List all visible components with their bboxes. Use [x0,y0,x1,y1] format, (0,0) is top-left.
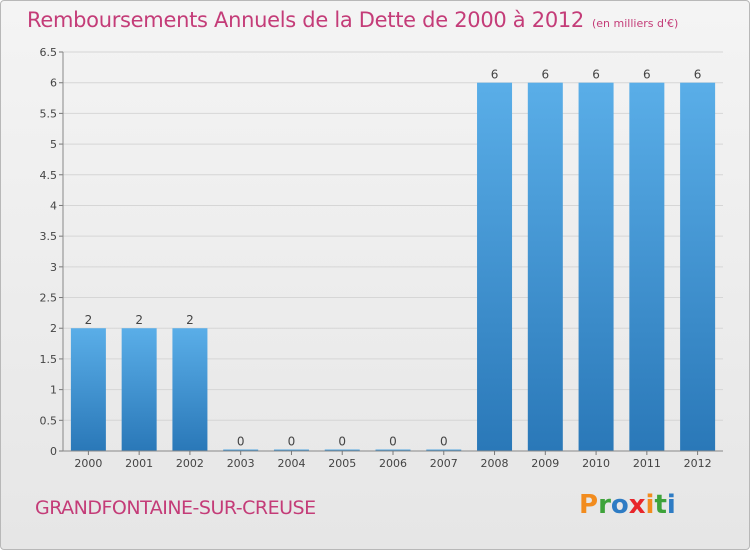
logo-letter: o [610,490,629,520]
value-label: 0 [338,435,346,449]
x-tick-label: 2001 [125,457,153,470]
y-tick-label: 0.5 [40,414,58,427]
y-tick-label: 1.5 [40,353,58,366]
proxiti-logo[interactable]: Proxiti [579,490,676,520]
y-tick-label: 6.5 [40,46,58,59]
bar-2003[interactable] [223,449,259,452]
bar-2010[interactable] [578,82,614,451]
x-tick-label: 2004 [277,457,305,470]
x-tick-label: 2011 [633,457,661,470]
y-tick-label: 5 [50,138,57,151]
logo-letter: i [645,490,655,520]
x-tick-label: 2003 [227,457,255,470]
x-tick-label: 2010 [582,457,610,470]
value-label: 2 [186,313,194,327]
value-label: 2 [85,313,93,327]
value-label: 6 [643,68,651,82]
y-tick-label: 2.5 [40,292,58,305]
x-tick-label: 2005 [328,457,356,470]
value-label: 6 [541,68,549,82]
value-label: 0 [288,435,296,449]
x-tick-label: 2007 [430,457,458,470]
bar-2002[interactable] [172,328,208,451]
y-tick-label: 3.5 [40,230,58,243]
bar-2011[interactable] [629,82,665,451]
y-tick-label: 5.5 [40,107,58,120]
value-label: 6 [694,68,702,82]
value-label: 0 [237,435,245,449]
value-label: 6 [491,68,499,82]
y-tick-label: 1 [50,384,57,397]
value-label: 0 [389,435,397,449]
y-tick-label: 0 [50,445,57,458]
bar-2007[interactable] [426,449,462,452]
value-label: 0 [440,435,448,449]
logo-letter: r [598,490,611,520]
y-tick-label: 4 [50,199,57,212]
chart-title: Remboursements Annuels de la Dette de 20… [27,8,678,32]
logo-letter: P [579,490,599,520]
bar-2004[interactable] [273,449,309,452]
logo-letter: x [628,490,646,520]
x-tick-label: 2000 [74,457,102,470]
value-label: 6 [592,68,600,82]
x-tick-label: 2009 [531,457,559,470]
unit-label: (en milliers d'€) [592,17,679,30]
y-tick-label: 6 [50,77,57,90]
bar-2001[interactable] [121,328,157,451]
title-text: Remboursements Annuels de la Dette de 20… [27,8,584,32]
y-tick-label: 2 [50,322,57,335]
y-tick-label: 4.5 [40,169,58,182]
logo-letter: t [654,490,667,520]
logo-letter: i [666,490,676,520]
bar-2009[interactable] [527,82,563,451]
x-tick-label: 2002 [176,457,204,470]
x-tick-label: 2006 [379,457,407,470]
value-label: 2 [135,313,143,327]
bar-2012[interactable] [680,82,716,451]
y-tick-label: 3 [50,261,57,274]
bar-2000[interactable] [70,328,106,451]
x-tick-label: 2008 [481,457,509,470]
x-tick-label: 2012 [684,457,712,470]
bar-2006[interactable] [375,449,411,452]
commune-name: GRANDFONTAINE-SUR-CREUSE [35,497,316,519]
bar-2005[interactable] [324,449,360,452]
bar-2008[interactable] [477,82,513,451]
